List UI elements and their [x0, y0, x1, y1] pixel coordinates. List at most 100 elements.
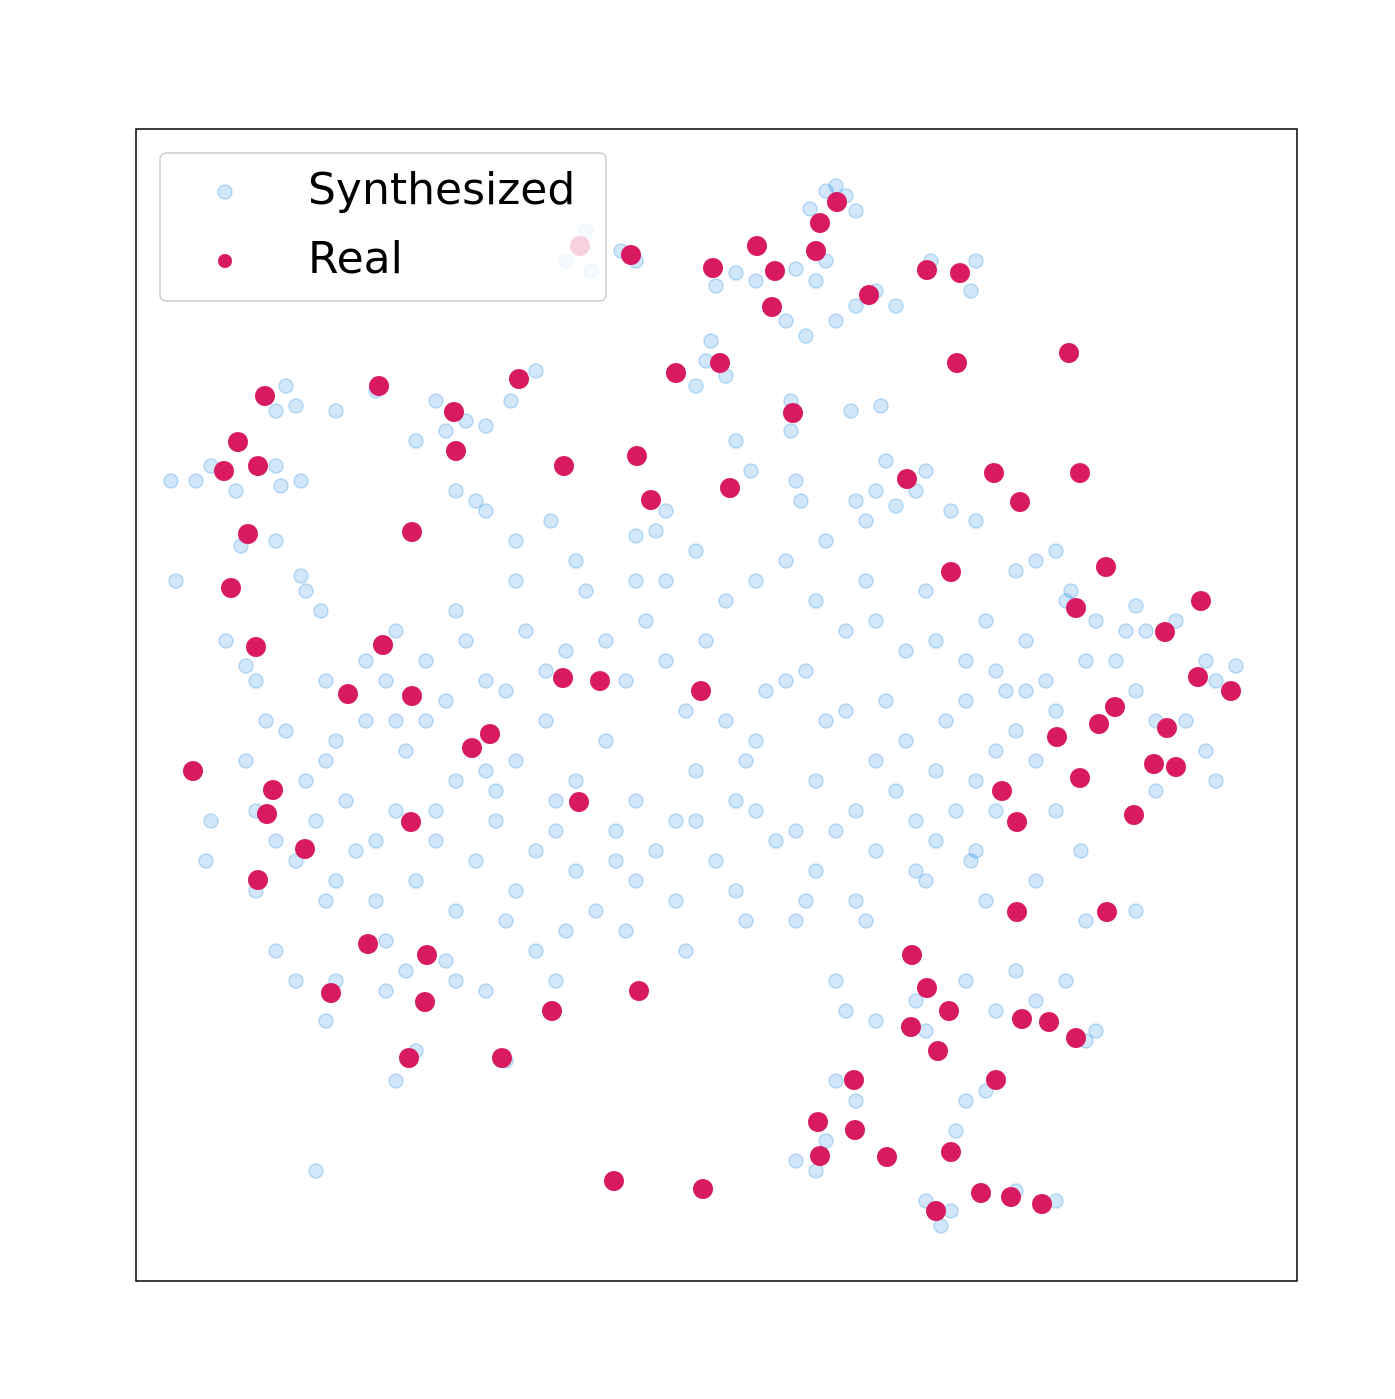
synthesized-point	[938, 713, 954, 729]
synthesized-point	[778, 313, 794, 329]
synthesized-point	[1048, 703, 1064, 719]
synthesized-point	[788, 473, 804, 489]
synthesized-point	[408, 433, 424, 449]
synthesized-point	[658, 573, 674, 589]
synthesized-point	[398, 743, 414, 759]
synthesized-point	[728, 793, 744, 809]
synthesized-point	[738, 753, 754, 769]
synthesized-point	[288, 853, 304, 869]
real-point	[845, 1120, 865, 1140]
synthesized-point	[588, 903, 604, 919]
synthesized-point	[628, 793, 644, 809]
legend-label: Real	[308, 233, 403, 284]
real-point	[941, 562, 961, 582]
synthesized-point	[438, 953, 454, 969]
real-point	[604, 1171, 624, 1191]
synthesized-point	[828, 313, 844, 329]
synthesized-point	[828, 1073, 844, 1089]
synthesized-point	[1058, 973, 1074, 989]
real-point	[553, 668, 573, 688]
synthesized-point	[878, 693, 894, 709]
synthesized-point	[1008, 963, 1024, 979]
real-point	[228, 432, 248, 452]
synthesized-point	[478, 763, 494, 779]
synthesized-point	[788, 1153, 804, 1169]
synthesized-point	[1078, 913, 1094, 929]
real-point	[947, 353, 967, 373]
synthesized-point	[478, 418, 494, 434]
synthesized-point	[848, 1093, 864, 1109]
real-point	[415, 992, 435, 1012]
synthesized-point	[1048, 543, 1064, 559]
synthesized-point	[868, 613, 884, 629]
synthesized-point	[508, 533, 524, 549]
real-point	[693, 1179, 713, 1199]
synthesized-point	[328, 733, 344, 749]
synthesized-point	[798, 328, 814, 344]
synthesized-point	[1198, 743, 1214, 759]
synthesized-point	[808, 593, 824, 609]
synthesized-point	[238, 753, 254, 769]
real-point	[295, 839, 315, 859]
synthesized-point	[568, 553, 584, 569]
synthesized-point	[318, 1013, 334, 1029]
synthesized-point	[768, 833, 784, 849]
synthesized-point	[598, 633, 614, 649]
synthesized-point	[388, 713, 404, 729]
synthesized-point	[808, 863, 824, 879]
synthesized-point	[428, 803, 444, 819]
synthesized-point	[268, 458, 284, 474]
synthesized-point	[1088, 613, 1104, 629]
real-point	[1144, 754, 1164, 774]
real-point	[844, 1070, 864, 1090]
real-point	[248, 870, 268, 890]
real-point	[762, 297, 782, 317]
synthesized-point	[748, 733, 764, 749]
synthesized-point	[203, 813, 219, 829]
synthesized-point	[943, 1203, 959, 1219]
synthesized-point	[1028, 993, 1044, 1009]
synthesized-point	[798, 663, 814, 679]
real-point	[877, 1147, 897, 1167]
synthesized-point	[1018, 683, 1034, 699]
real-point	[1047, 727, 1067, 747]
synthesized-point	[958, 973, 974, 989]
real-point	[629, 981, 649, 1001]
synthesized-point	[1088, 1023, 1104, 1039]
synthesized-point	[388, 803, 404, 819]
synthesized-point	[478, 503, 494, 519]
synthesized-point	[798, 893, 814, 909]
real-point	[554, 456, 574, 476]
synthesized-point	[488, 813, 504, 829]
synthesized-point	[638, 613, 654, 629]
synthesized-point	[478, 983, 494, 999]
synthesized-point	[668, 813, 684, 829]
synthesized-point	[688, 813, 704, 829]
synthesized-point	[958, 693, 974, 709]
synthesized-point	[958, 1093, 974, 1109]
synthesized-point	[503, 393, 519, 409]
synthesized-point	[568, 863, 584, 879]
legend-marker	[217, 184, 233, 200]
real-point	[569, 792, 589, 812]
synthesized-point	[248, 673, 264, 689]
synthesized-point	[448, 603, 464, 619]
synthesized-point	[778, 553, 794, 569]
synthesized-point	[848, 493, 864, 509]
synthesized-point	[448, 973, 464, 989]
synthesized-point	[628, 528, 644, 544]
real-point	[1032, 1194, 1052, 1214]
real-point	[238, 524, 258, 544]
real-point	[402, 522, 422, 542]
real-point	[621, 245, 641, 265]
real-point	[641, 490, 661, 510]
synthesized-point	[988, 1003, 1004, 1019]
real-point	[446, 441, 466, 461]
synthesized-point	[273, 478, 289, 494]
synthesized-point	[168, 573, 184, 589]
synthesized-point	[558, 923, 574, 939]
synthesized-point	[988, 663, 1004, 679]
synthesized-point	[838, 703, 854, 719]
synthesized-point	[988, 743, 1004, 759]
synthesized-point	[268, 833, 284, 849]
